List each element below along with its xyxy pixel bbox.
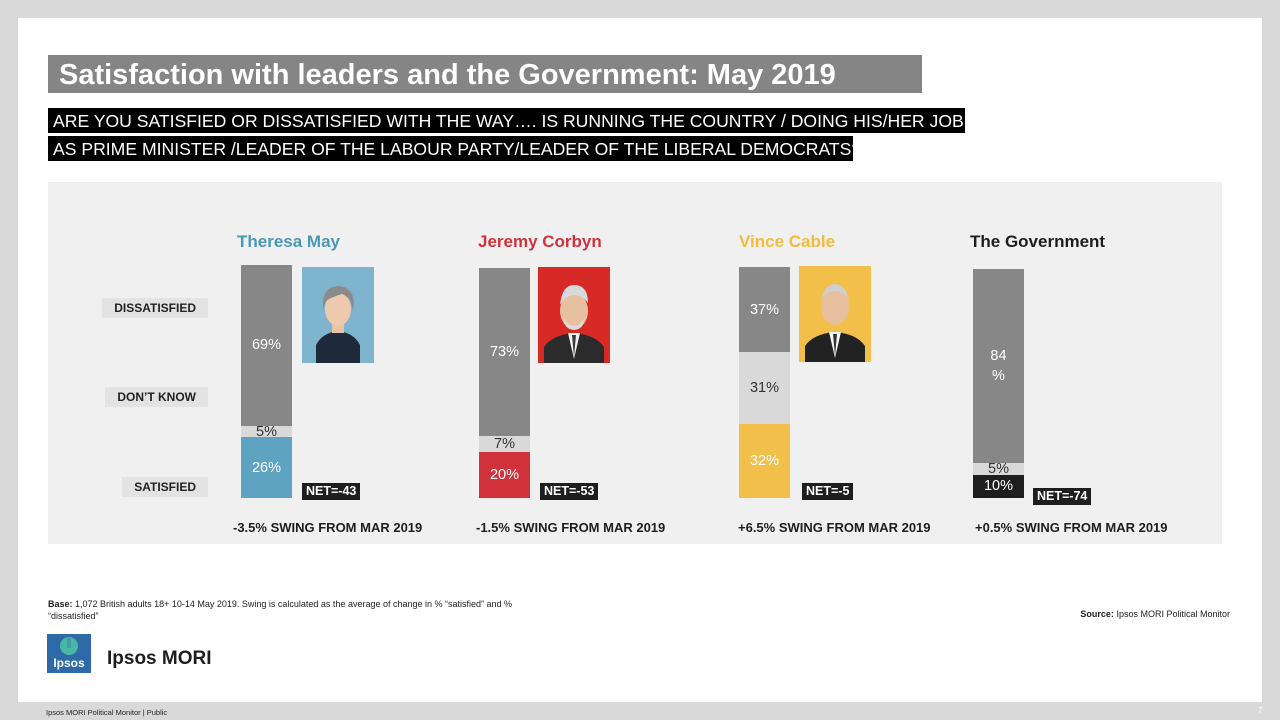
source-note: Source: Ipsos MORI Political Monitor [1080, 609, 1230, 619]
vince-cable-bar-satisfied: 32% [739, 424, 790, 498]
theresa-may-bar-dont-know: 5% [241, 424, 292, 440]
jeremy-corbyn-label-satisfied: 20% [489, 467, 520, 483]
vince-cable-label-dont-know: 31% [749, 380, 780, 397]
the-government-label-dont-know: 5% [988, 461, 1009, 478]
jeremy-corbyn-photo [538, 267, 610, 363]
theresa-may-swing-label: -3.5% SWING FROM MAR 2019 [233, 520, 423, 535]
jeremy-corbyn-label-dissatisfied: 73% [489, 343, 520, 360]
row-label-dissatisfied: DISSATISFIED [102, 298, 208, 318]
the-government-bar-dont-know: 5% [973, 461, 1024, 477]
theresa-may-label-dont-know: 5% [256, 423, 277, 440]
theresa-may-photo [302, 267, 374, 363]
jeremy-corbyn-name: Jeremy Corbyn [478, 232, 602, 251]
the-government-bar-dissatisfied: 84 % [973, 269, 1024, 464]
jeremy-corbyn-bar-dont-know: 7% [479, 435, 530, 452]
the-government-net-label: NET=-74 [1033, 488, 1092, 505]
base-label: Base: [48, 599, 73, 609]
brand-name: Ipsos MORI [107, 648, 212, 669]
vince-cable-label-dissatisfied: 37% [749, 301, 780, 318]
jeremy-corbyn-label-dont-know: 7% [494, 435, 515, 452]
page-title: Satisfaction with leaders and the Govern… [48, 55, 922, 93]
ipsos-logo: Ipsos [47, 634, 91, 673]
the-government-bar-satisfied: 10% [973, 474, 1024, 498]
vince-cable-bar-dissatisfied: 37% [739, 267, 790, 353]
the-government-name: The Government [970, 232, 1106, 251]
jeremy-corbyn-net-label: NET=-53 [540, 483, 599, 500]
jeremy-corbyn-bar-dissatisfied: 73% [479, 268, 530, 436]
row-label-dont-know: DON’T KNOW [105, 387, 208, 407]
page-number: 7 [1258, 706, 1263, 715]
logo-text: Ipsos [53, 656, 85, 670]
jeremy-corbyn-bar-satisfied: 20% [479, 452, 530, 498]
question-line-2: AS PRIME MINISTER /LEADER OF THE LABOUR … [48, 136, 861, 161]
source-text: Ipsos MORI Political Monitor [1116, 609, 1230, 619]
vince-cable-label-satisfied: 32% [749, 453, 780, 470]
footer-text: Ipsos MORI Political Monitor | Public [46, 708, 168, 717]
source-label: Source: [1080, 609, 1114, 619]
jeremy-corbyn-swing-label: -1.5% SWING FROM MAR 2019 [476, 520, 666, 535]
the-government-label-satisfied: 10% [983, 478, 1014, 495]
vince-cable-photo [799, 266, 871, 362]
row-label-satisfied: SATISFIED [122, 477, 208, 497]
theresa-may-bar-satisfied: 26% [241, 437, 292, 498]
theresa-may-label-satisfied: 26% [251, 459, 282, 476]
the-government-label-dissatisfied: 84 % [990, 348, 1007, 385]
vince-cable-net-label: NET=-5 [802, 483, 854, 500]
theresa-may-bar-dissatisfied: 69% [241, 265, 292, 426]
vince-cable-bar-dont-know: 31% [739, 352, 790, 425]
the-government-swing-label: +0.5% SWING FROM MAR 2019 [975, 520, 1168, 535]
theresa-may-name: Theresa May [237, 232, 340, 251]
theresa-may-net-label: NET=-43 [302, 483, 361, 500]
question-line-1: ARE YOU SATISFIED OR DISSATISFIED WITH T… [48, 108, 965, 133]
base-text: 1,072 British adults 18+ 10-14 May 2019.… [48, 599, 513, 621]
vince-cable-name: Vince Cable [739, 232, 836, 251]
vince-cable-swing-label: +6.5% SWING FROM MAR 2019 [738, 520, 931, 535]
theresa-may-label-dissatisfied: 69% [251, 337, 282, 354]
base-note: Base: 1,072 British adults 18+ 10-14 May… [48, 598, 538, 622]
